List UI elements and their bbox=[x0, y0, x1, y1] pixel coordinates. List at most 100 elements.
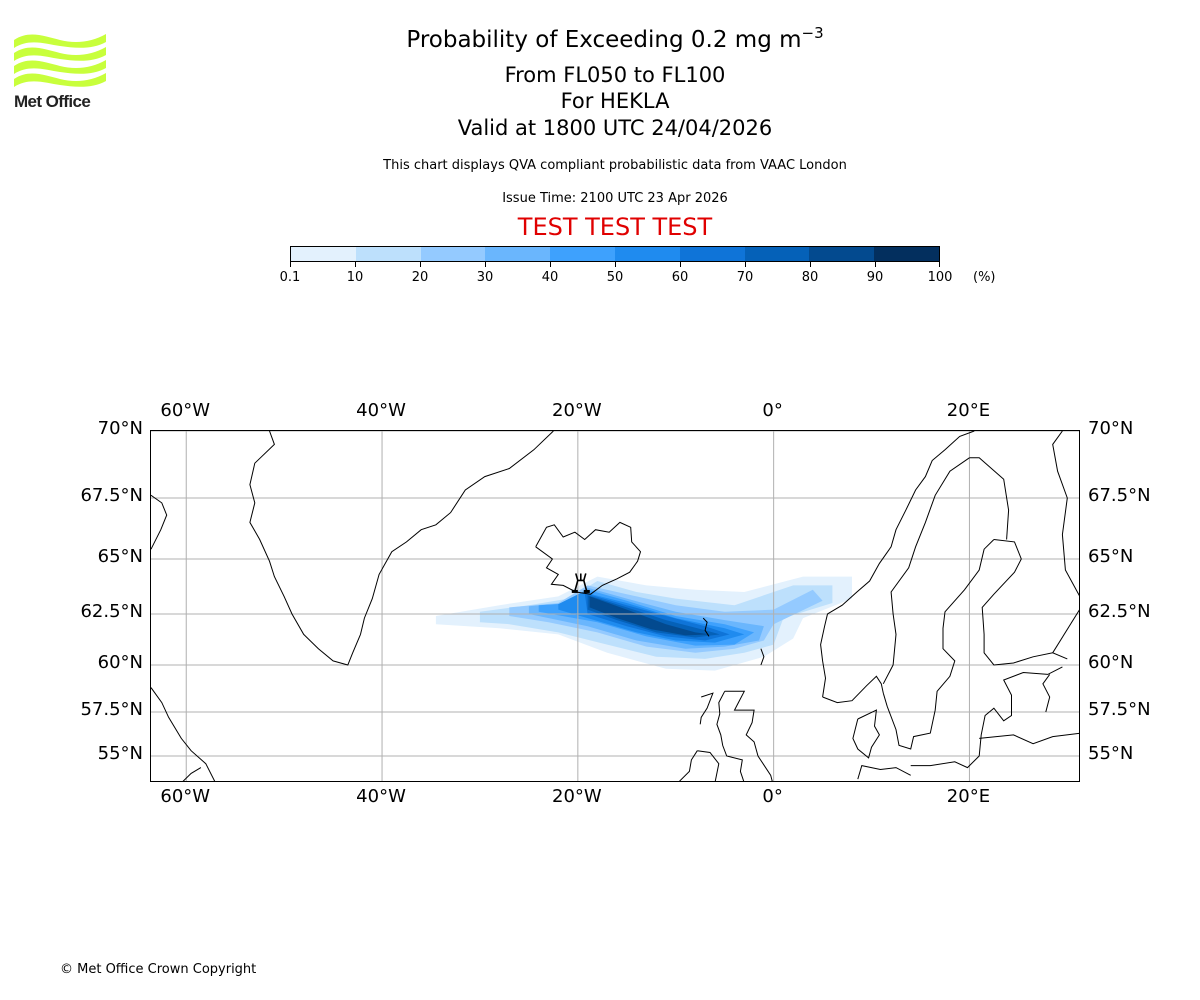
shetland-coast bbox=[760, 648, 765, 666]
logo-wave bbox=[14, 73, 106, 87]
colorbar-tick-label: 20 bbox=[411, 270, 429, 285]
colorbar-tick-label: 0.1 bbox=[279, 270, 301, 285]
lon-label-bottom: 40°W bbox=[356, 786, 406, 807]
colorbar-bin bbox=[744, 247, 810, 261]
colorbar-tick-label: 40 bbox=[541, 270, 559, 285]
colorbar-bin bbox=[679, 247, 745, 261]
latvia-russia bbox=[1042, 674, 1051, 713]
lon-label-bottom: 60°W bbox=[160, 786, 211, 807]
copyright-notice: © Met Office Crown Copyright bbox=[60, 962, 257, 977]
ireland-coast bbox=[697, 750, 720, 781]
plume-band-80-90 bbox=[589, 596, 710, 636]
lat-label-left: 55°N bbox=[97, 743, 143, 764]
colorbar-tick bbox=[615, 262, 616, 267]
lat-label-right: 70°N bbox=[1088, 418, 1134, 439]
colorbar-tick-label: 90 bbox=[866, 270, 884, 285]
baltic-south bbox=[910, 666, 1063, 769]
lat-label-right: 62.5°N bbox=[1088, 601, 1151, 622]
map-canvas bbox=[151, 431, 1079, 781]
lat-label-left: 70°N bbox=[97, 418, 143, 439]
volcano-icon bbox=[571, 573, 590, 593]
volcano-marker bbox=[571, 573, 590, 593]
test-banner: TEST TEST TEST bbox=[517, 213, 713, 241]
logo-wave bbox=[14, 47, 106, 61]
sweden-finland-border bbox=[969, 457, 1010, 540]
lat-label-right: 55°N bbox=[1088, 743, 1134, 764]
lon-label-top: 0° bbox=[762, 400, 783, 421]
title-superscript: −3 bbox=[801, 24, 824, 42]
colorbar-tick bbox=[420, 262, 421, 267]
validity-time: Valid at 1800 UTC 24/04/2026 bbox=[457, 116, 773, 140]
estonia-latvia-border bbox=[979, 732, 1079, 745]
colorbar-tick-label: 10 bbox=[346, 270, 364, 285]
colorbar-bin bbox=[485, 247, 551, 261]
chart-description: This chart displays QVA compliant probab… bbox=[383, 158, 847, 173]
denmark-coast bbox=[852, 709, 880, 759]
iceland-coast bbox=[535, 521, 642, 595]
colorbar-tick-label: 60 bbox=[671, 270, 689, 285]
norway-sweden-border bbox=[882, 457, 970, 685]
colorbar-tick bbox=[939, 262, 940, 267]
ireland-west bbox=[679, 750, 698, 781]
lat-label-left: 57.5°N bbox=[80, 699, 143, 720]
volcano-name: For HEKLA bbox=[560, 89, 670, 113]
coastlines bbox=[151, 431, 1079, 781]
scotland-west bbox=[716, 691, 745, 781]
finland-coast bbox=[981, 539, 1068, 666]
lat-label-right: 57.5°N bbox=[1088, 699, 1151, 720]
colorbar-bin bbox=[550, 247, 615, 261]
lat-label-left: 67.5°N bbox=[80, 485, 143, 506]
colorbar-bin bbox=[291, 247, 356, 261]
map-frame bbox=[150, 430, 1080, 782]
colorbar-tick-label: 80 bbox=[801, 270, 819, 285]
germany-coast bbox=[857, 765, 911, 780]
greenland-coast bbox=[249, 431, 554, 666]
logo-text: Met Office bbox=[14, 92, 91, 111]
faroe-coast bbox=[702, 617, 710, 637]
finland-russia-border bbox=[1052, 609, 1079, 654]
lat-label-left: 60°N bbox=[97, 652, 143, 673]
colorbar-tick-label: 70 bbox=[736, 270, 754, 285]
colorbar-bin bbox=[614, 247, 680, 261]
ash-plume bbox=[435, 576, 852, 671]
colorbar-tick bbox=[810, 262, 811, 267]
graticule bbox=[151, 431, 1079, 781]
colorbar-tick bbox=[485, 262, 486, 267]
norway-south bbox=[822, 675, 884, 704]
hebrides bbox=[699, 692, 714, 725]
lat-label-right: 60°N bbox=[1088, 652, 1134, 673]
colorbar-tick-label: 50 bbox=[606, 270, 624, 285]
colorbar-tick bbox=[355, 262, 356, 267]
colorbar bbox=[290, 246, 940, 262]
met-office-wave-icon bbox=[14, 34, 106, 87]
lon-label-top: 20°W bbox=[551, 400, 602, 421]
scotland-coast bbox=[724, 690, 773, 781]
lon-label-top: 40°W bbox=[356, 400, 406, 421]
lat-label-left: 62.5°N bbox=[80, 601, 143, 622]
lon-label-bottom: 20°E bbox=[946, 786, 991, 807]
met-office-logo: Met Office bbox=[14, 30, 106, 112]
lon-label-top: 60°W bbox=[160, 400, 211, 421]
finland-east bbox=[1052, 431, 1079, 596]
chart-title: Probability of Exceeding 0.2 mg m−3 bbox=[0, 24, 1200, 53]
issue-time: Issue Time: 2100 UTC 23 Apr 2026 bbox=[502, 191, 728, 206]
colorbar-tick bbox=[290, 262, 291, 267]
lon-label-bottom: 0° bbox=[762, 786, 783, 807]
baffin-coast bbox=[151, 494, 168, 550]
colorbar-tick-label: 30 bbox=[476, 270, 494, 285]
flight-level-range: From FL050 to FL100 bbox=[504, 63, 726, 87]
colorbar-tick bbox=[550, 262, 551, 267]
colorbar-bin bbox=[355, 247, 421, 261]
lat-label-right: 67.5°N bbox=[1088, 485, 1151, 506]
plume-band-70-80 bbox=[587, 595, 720, 638]
labrador-coast bbox=[151, 687, 216, 781]
colorbar-unit-label: (%) bbox=[973, 270, 996, 285]
title-main: Probability of Exceeding 0.2 mg m bbox=[406, 27, 802, 53]
norway-coast bbox=[820, 431, 975, 698]
colorbar-tick bbox=[875, 262, 876, 267]
lat-label-left: 65°N bbox=[97, 546, 143, 567]
colorbar-tick-label: 100 bbox=[927, 270, 953, 285]
logo-wave bbox=[14, 60, 106, 74]
labrador-coast-2 bbox=[182, 767, 202, 781]
lon-label-top: 20°E bbox=[946, 400, 991, 421]
